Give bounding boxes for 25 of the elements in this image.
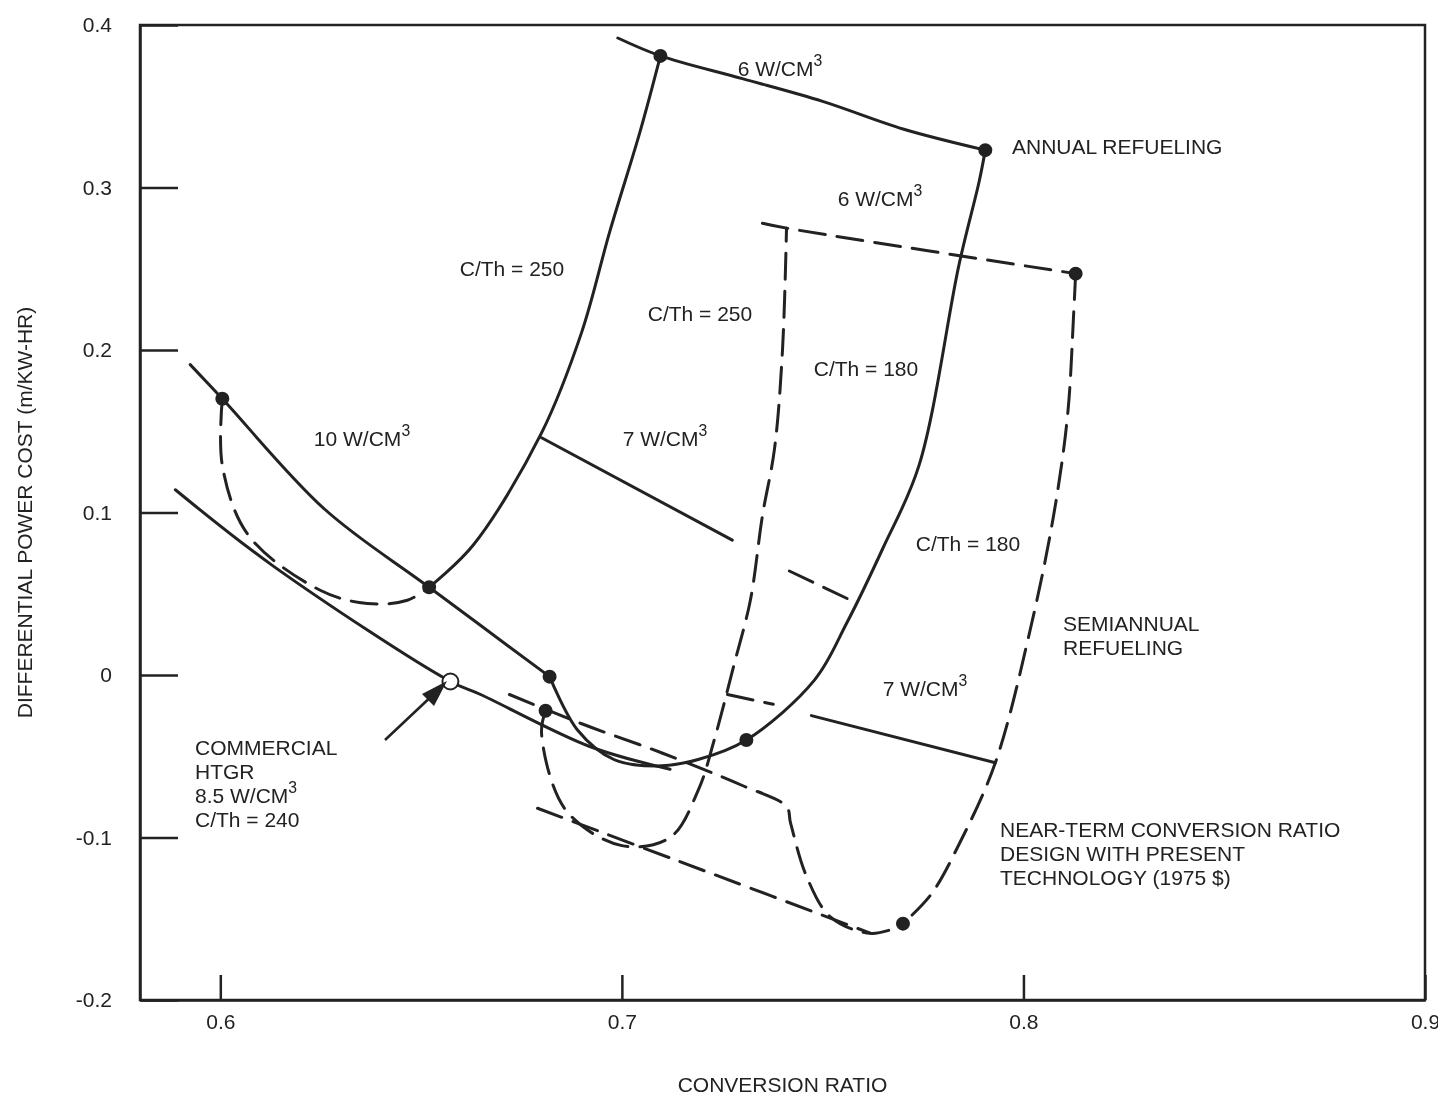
annotation: C/Th = 180: [813, 356, 919, 380]
annotation: ANNUAL REFUELING: [1012, 134, 1223, 158]
y-tick-label: 0.3: [82, 175, 112, 199]
x-tick-label: 0.7: [607, 1009, 637, 1033]
y-tick-label: 0.1: [82, 500, 112, 524]
x-axis-title: CONVERSION RATIO: [677, 1073, 888, 1096]
x-tick-label: 0.8: [1009, 1009, 1039, 1033]
annotation: 10 W/CM$^{3}$: [313, 421, 411, 450]
annotation: NEAR-TERM CONVERSION RATIO DESIGN WITH PRESENT TECHNOLOGY (1975 $): [1000, 817, 1341, 889]
y-tick-label: -0.2: [75, 988, 112, 1012]
y-tick-label: -0.1: [75, 825, 112, 849]
annotation: C/Th = 180: [915, 531, 1021, 555]
annotation: COMMERCIAL HTGR 8.5 W/CM$^{3}$ C/Th = 240: [195, 735, 338, 831]
y-tick-label: 0.2: [82, 338, 112, 362]
y-tick-label: 0: [100, 663, 112, 687]
annotation: C/Th = 250: [459, 256, 565, 280]
x-tick-label: 0.6: [206, 1009, 236, 1033]
annotation: 6 W/CM$^{3}$: [737, 51, 823, 80]
annotation: SEMIANNUAL REFUELING: [1063, 611, 1200, 659]
y-axis-title: DIFFERENTIAL POWER COST (m/KW-HR): [13, 306, 36, 719]
y-tick-label: 0.4: [82, 13, 113, 37]
annotation: 7 W/CM$^{3}$: [622, 421, 708, 450]
annotation: 7 W/CM$^{3}$: [882, 671, 968, 700]
annotation: C/Th = 250: [647, 301, 753, 325]
annotation: 6 W/CM$^{3}$: [837, 181, 923, 210]
